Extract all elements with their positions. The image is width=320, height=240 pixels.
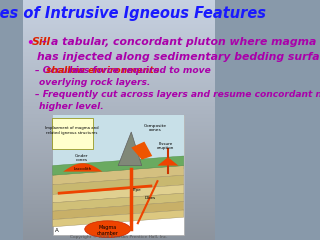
FancyBboxPatch shape bbox=[53, 115, 184, 235]
Text: Pipe: Pipe bbox=[132, 188, 141, 192]
Text: Composite
cones: Composite cones bbox=[143, 124, 166, 132]
Polygon shape bbox=[53, 175, 184, 194]
Text: Laccolith: Laccolith bbox=[74, 167, 92, 171]
Polygon shape bbox=[53, 210, 184, 227]
Polygon shape bbox=[157, 157, 179, 166]
Text: Sill: Sill bbox=[32, 37, 51, 47]
Text: Fissure
eruption: Fissure eruption bbox=[156, 142, 174, 150]
Text: overlying rock layers.: overlying rock layers. bbox=[39, 78, 151, 87]
Polygon shape bbox=[53, 156, 184, 175]
Polygon shape bbox=[131, 142, 152, 160]
Text: – Occur in: – Occur in bbox=[36, 66, 89, 75]
Text: – a tabular, concordant pluton where magma: – a tabular, concordant pluton where mag… bbox=[38, 37, 316, 47]
Text: shallow environments: shallow environments bbox=[46, 66, 159, 75]
Text: has injected along sedimentary bedding surfaces.: has injected along sedimentary bedding s… bbox=[37, 52, 320, 62]
Text: – Frequently cut across layers and resume concordant nature at a: – Frequently cut across layers and resum… bbox=[36, 90, 320, 99]
Text: higher level.: higher level. bbox=[39, 102, 104, 111]
Text: Types of Intrusive Igneous Features: Types of Intrusive Igneous Features bbox=[0, 6, 266, 21]
Polygon shape bbox=[63, 163, 102, 172]
Text: •: • bbox=[26, 37, 34, 50]
Text: less force required to move: less force required to move bbox=[66, 66, 211, 75]
FancyBboxPatch shape bbox=[53, 115, 184, 169]
Text: Dikes: Dikes bbox=[144, 196, 156, 200]
FancyBboxPatch shape bbox=[52, 118, 92, 149]
Polygon shape bbox=[53, 193, 184, 211]
Text: Magma
chamber: Magma chamber bbox=[97, 225, 119, 236]
Text: A.: A. bbox=[55, 228, 60, 233]
Polygon shape bbox=[53, 185, 184, 203]
Text: Copyright © 2008 Pearson Prentice Hall, Inc.: Copyright © 2008 Pearson Prentice Hall, … bbox=[70, 235, 167, 239]
Ellipse shape bbox=[85, 221, 131, 238]
Polygon shape bbox=[118, 132, 142, 166]
Polygon shape bbox=[53, 202, 184, 220]
Text: Implaement of magma and
related igneous structures: Implaement of magma and related igneous … bbox=[45, 126, 99, 135]
Text: Cinder
cones: Cinder cones bbox=[75, 154, 88, 162]
Polygon shape bbox=[53, 166, 184, 185]
